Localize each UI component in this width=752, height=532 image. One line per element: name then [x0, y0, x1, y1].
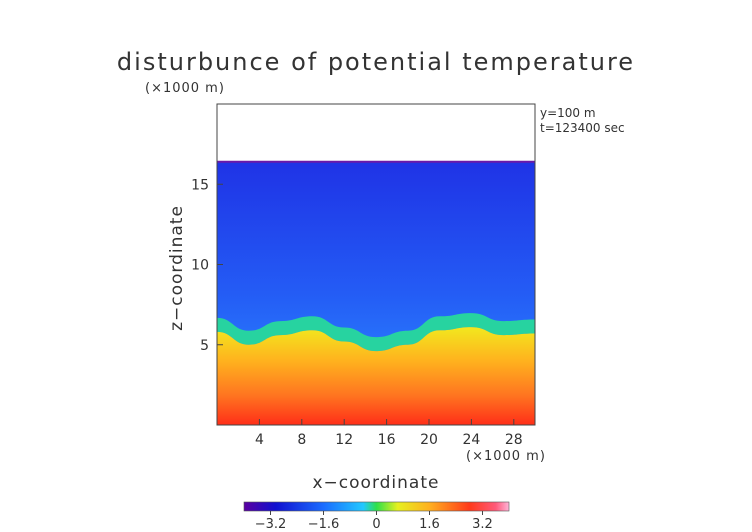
colorbar-tick-label: 3.2	[472, 517, 493, 532]
colorbar-tick-label: −1.6	[308, 517, 340, 532]
colorbar-tick-label: 1.6	[419, 517, 440, 532]
x-unit-label: (×1000 m)	[466, 449, 546, 464]
colorbar	[243, 501, 510, 512]
y-axis: 5 10 15	[191, 177, 223, 354]
x-axis: 4 8 12 16 20 24 28	[255, 419, 523, 448]
y-tick-label: 5	[200, 338, 209, 354]
annotation-t: t=123400 sec	[540, 121, 625, 135]
x-tick-label: 28	[505, 432, 523, 448]
x-tick-label: 12	[335, 432, 353, 448]
colorbar-tick-label: −3.2	[255, 517, 287, 532]
colorbar-tick-label: 0	[372, 517, 380, 532]
plot-area	[217, 160, 535, 425]
y-tick-label: 10	[191, 258, 209, 274]
interface-band	[217, 313, 535, 352]
colorbar-ticks: −3.2 −1.6 0 1.6 3.2	[255, 511, 493, 532]
y-unit-label: (×1000 m)	[145, 81, 225, 96]
annotation-y: y=100 m	[540, 106, 596, 120]
y-axis-label: z−coordinate	[167, 205, 187, 331]
y-tick-label: 15	[191, 177, 209, 193]
x-axis-label: x−coordinate	[313, 473, 440, 493]
x-tick-label: 24	[462, 432, 480, 448]
x-tick-label: 16	[378, 432, 396, 448]
chart-title: disturbunce of potential temperature	[117, 48, 635, 76]
warm-layer	[217, 327, 535, 425]
x-tick-label: 4	[255, 432, 264, 448]
x-tick-label: 20	[420, 432, 438, 448]
x-tick-label: 8	[297, 432, 306, 448]
